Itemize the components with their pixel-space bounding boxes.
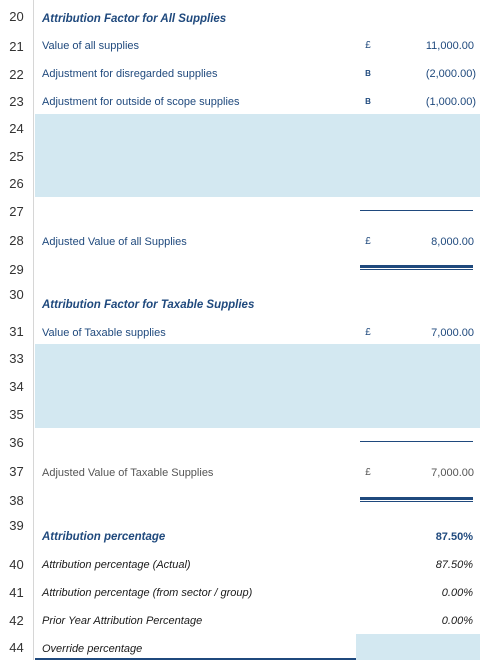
value-disregarded-supplies[interactable]: (2,000.00) xyxy=(425,68,476,80)
subtotal-line xyxy=(360,441,473,442)
row-header[interactable]: 27 xyxy=(0,197,34,225)
row-header[interactable]: 26 xyxy=(0,170,34,197)
label-outside-scope-supplies: Adjustment for outside of scope supplies xyxy=(42,96,240,108)
row-header[interactable]: 34 xyxy=(0,372,34,400)
row-header[interactable]: 20 xyxy=(0,0,34,32)
row-header[interactable]: 33 xyxy=(0,344,34,372)
row-23: 23 Adjustment for outside of scope suppl… xyxy=(0,88,490,114)
currency-symbol: £ xyxy=(365,327,371,338)
row-26: 26 xyxy=(0,170,490,197)
row-24: 24 xyxy=(0,114,490,142)
label-value-all-supplies: Value of all supplies xyxy=(42,40,140,52)
row-36: 36 xyxy=(0,428,490,456)
row-27: 27 xyxy=(0,197,490,225)
override-percentage-input[interactable] xyxy=(356,634,480,660)
row-40: 40 Attribution percentage (Actual) 87.50… xyxy=(0,550,490,578)
row-35: 35 xyxy=(0,400,490,428)
row-41: 41 Attribution percentage (from sector /… xyxy=(0,578,490,606)
row-30: 30 Attribution Factor for Taxable Suppli… xyxy=(0,282,490,318)
label-attribution-sector-group: Attribution percentage (from sector / gr… xyxy=(42,587,253,599)
row-header[interactable]: 30 xyxy=(0,282,34,318)
shaded-band xyxy=(35,400,480,428)
label-attribution-percentage: Attribution percentage xyxy=(42,531,166,543)
value-adjusted-all-supplies[interactable]: 8,000.00 xyxy=(431,236,474,248)
currency-symbol: £ xyxy=(365,236,371,247)
label-attribution-actual: Attribution percentage (Actual) xyxy=(42,559,191,571)
row-header[interactable]: 25 xyxy=(0,142,34,170)
shaded-band xyxy=(35,114,480,142)
row-header[interactable]: 21 xyxy=(0,32,34,60)
row-28: 28 Adjusted Value of all Supplies £ 8,00… xyxy=(0,225,490,256)
row-header[interactable]: 29 xyxy=(0,256,34,282)
row-25: 25 xyxy=(0,142,490,170)
row-header[interactable]: 36 xyxy=(0,428,34,456)
row-39: 39 Attribution percentage 87.50% xyxy=(0,513,490,550)
row-38: 38 xyxy=(0,487,490,513)
currency-symbol: £ xyxy=(365,467,371,478)
section-title-all-supplies: Attribution Factor for All Supplies xyxy=(42,13,227,25)
label-disregarded-supplies: Adjustment for disregarded supplies xyxy=(42,68,218,80)
row-header[interactable]: 42 xyxy=(0,606,34,634)
row-31: 31 Value of Taxable supplies £ 7,000.00 xyxy=(0,318,490,344)
row-22: 22 Adjustment for disregarded supplies B… xyxy=(0,60,490,88)
row-44: 44 Override percentage xyxy=(0,634,490,660)
shaded-band xyxy=(35,372,480,400)
label-adjusted-all-supplies: Adjusted Value of all Supplies xyxy=(42,236,187,248)
value-taxable-supplies[interactable]: 7,000.00 xyxy=(431,327,474,339)
shaded-band xyxy=(35,344,480,372)
shaded-band xyxy=(35,142,480,170)
row-header[interactable]: 28 xyxy=(0,225,34,256)
currency-symbol: B xyxy=(365,69,371,78)
value-prior-year-attribution[interactable]: 0.00% xyxy=(441,615,473,627)
section-title-taxable-supplies: Attribution Factor for Taxable Supplies xyxy=(42,299,255,311)
row-header[interactable]: 39 xyxy=(0,513,34,550)
currency-symbol: B xyxy=(365,97,371,106)
row-29: 29 xyxy=(0,256,490,282)
label-override-percentage: Override percentage xyxy=(42,643,143,655)
row-header[interactable]: 23 xyxy=(0,88,34,114)
row-34: 34 xyxy=(0,372,490,400)
row-header[interactable]: 31 xyxy=(0,318,34,344)
row-21: 21 Value of all supplies £ 11,000.00 xyxy=(0,32,490,60)
row-header[interactable]: 38 xyxy=(0,487,34,513)
row-header[interactable]: 40 xyxy=(0,550,34,578)
value-all-supplies[interactable]: 11,000.00 xyxy=(425,40,474,52)
row-header[interactable]: 37 xyxy=(0,456,34,487)
row-42: 42 Prior Year Attribution Percentage 0.0… xyxy=(0,606,490,634)
row-header[interactable]: 35 xyxy=(0,400,34,428)
row-header[interactable]: 24 xyxy=(0,114,34,142)
value-adjusted-taxable-supplies[interactable]: 7,000.00 xyxy=(431,467,474,479)
row-33: 33 xyxy=(0,344,490,372)
row-header[interactable]: 41 xyxy=(0,578,34,606)
value-outside-scope-supplies[interactable]: (1,000.00) xyxy=(425,96,476,108)
row-20: 20 Attribution Factor for All Supplies xyxy=(0,0,490,32)
row-37: 37 Adjusted Value of Taxable Supplies £ … xyxy=(0,456,490,487)
shaded-band xyxy=(35,170,480,197)
override-underline xyxy=(35,658,356,660)
label-prior-year-attribution: Prior Year Attribution Percentage xyxy=(42,615,203,627)
row-header[interactable]: 22 xyxy=(0,60,34,88)
label-adjusted-taxable-supplies: Adjusted Value of Taxable Supplies xyxy=(42,467,214,479)
total-double-line xyxy=(360,265,473,270)
total-double-line xyxy=(360,497,473,502)
value-attribution-percentage[interactable]: 87.50% xyxy=(435,531,473,543)
value-attribution-sector-group[interactable]: 0.00% xyxy=(441,587,473,599)
subtotal-line xyxy=(360,210,473,211)
label-value-taxable-supplies: Value of Taxable supplies xyxy=(42,327,166,339)
row-header[interactable]: 44 xyxy=(0,634,34,660)
currency-symbol: £ xyxy=(365,40,371,51)
value-attribution-actual[interactable]: 87.50% xyxy=(435,559,473,571)
